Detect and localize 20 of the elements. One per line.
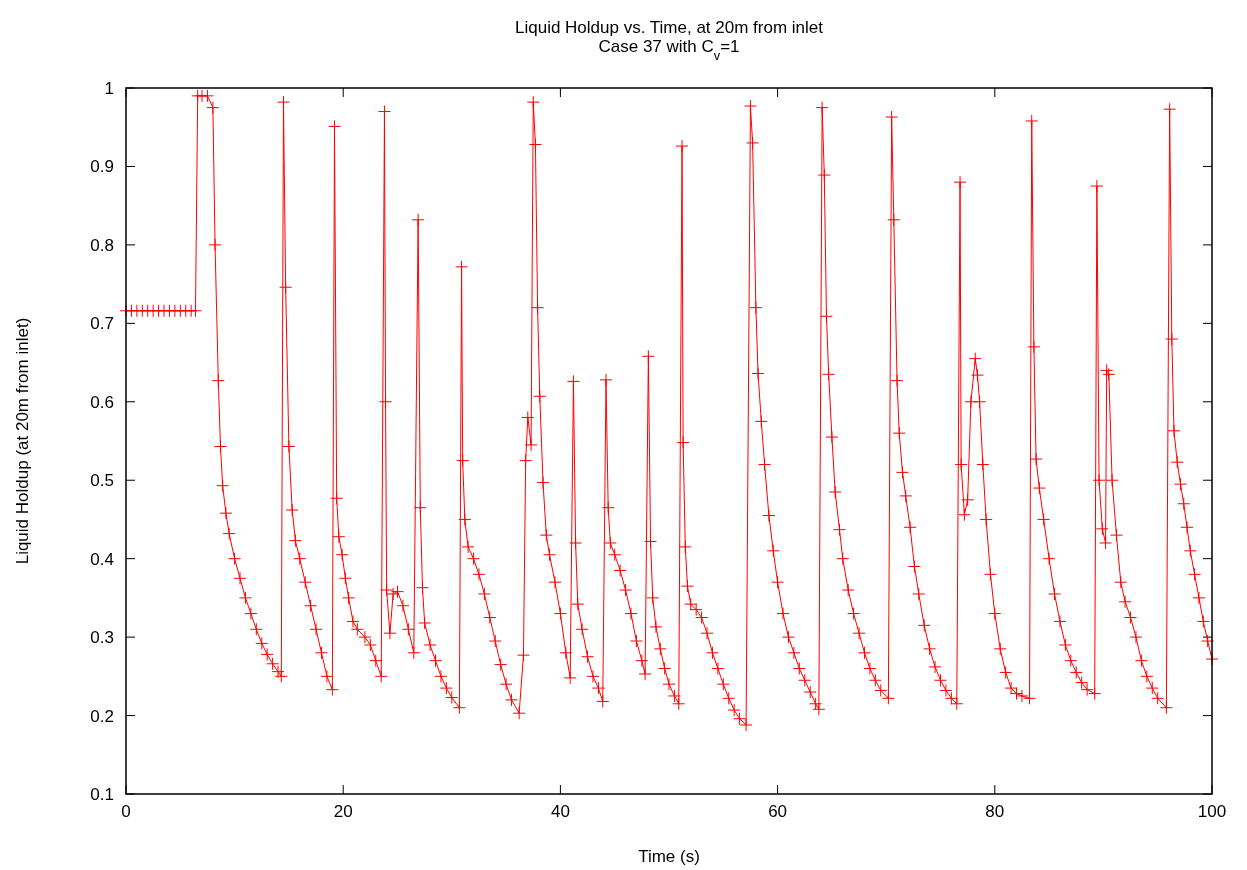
- y-tick-label: 0.5: [90, 471, 114, 491]
- x-tick-label: 20: [333, 802, 353, 821]
- y-tick-label: 0.8: [90, 235, 114, 255]
- x-tick-label: 40: [550, 802, 570, 821]
- chart-title: Liquid Holdup vs. Time, at 20m from inlet: [514, 18, 824, 37]
- x-tick-label: 0: [121, 802, 131, 821]
- y-tick-label: 0.3: [90, 628, 114, 648]
- y-tick-label: 0.2: [90, 706, 114, 726]
- y-tick-label: 1: [104, 79, 114, 98]
- x-tick-label: 60: [768, 802, 788, 821]
- y-tick-label: 0.4: [90, 549, 114, 569]
- y-tick-label: 0.1: [90, 785, 114, 804]
- y-tick-label: 0.9: [90, 157, 114, 177]
- x-axis-title: Time (s): [638, 847, 700, 866]
- y-axis-title: Liquid Holdup (at 20m from inlet): [13, 317, 32, 565]
- x-tick-label: 80: [985, 802, 1005, 821]
- chart-subtitle: Case 37 with C$_{v}$=1: [598, 37, 740, 63]
- y-tick-label: 0.6: [90, 392, 114, 412]
- y-tick-label: 0.7: [90, 314, 114, 334]
- x-tick-label: 100: [1197, 802, 1227, 821]
